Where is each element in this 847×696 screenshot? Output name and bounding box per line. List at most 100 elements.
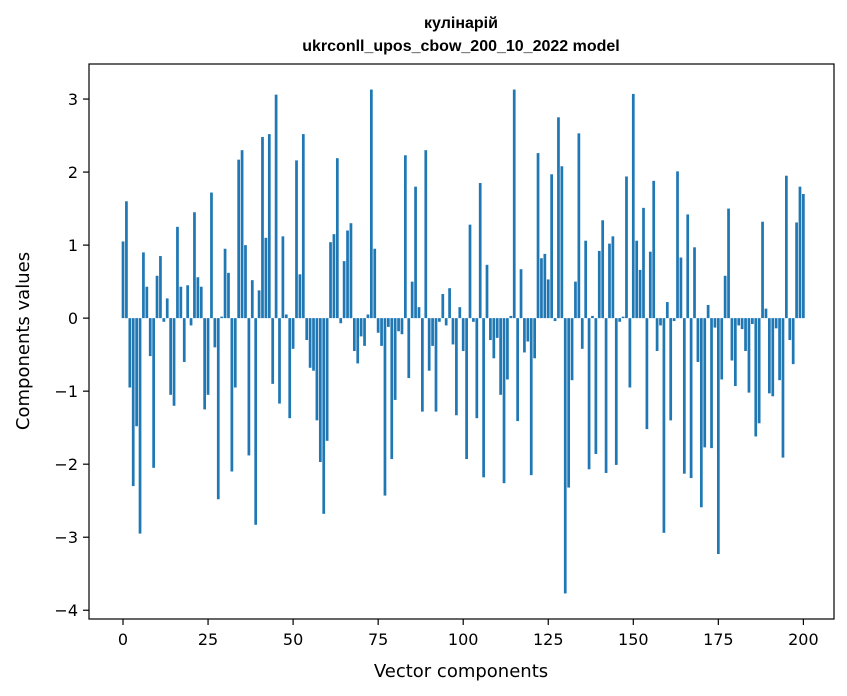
bar <box>247 318 251 456</box>
bar <box>284 314 288 319</box>
bar <box>574 281 577 319</box>
bar <box>203 318 207 410</box>
y-tick-label: 0 <box>68 309 78 328</box>
bar <box>162 318 166 322</box>
bar <box>220 316 224 319</box>
bar <box>635 240 639 319</box>
bar <box>250 280 254 319</box>
bar <box>281 236 285 319</box>
bar <box>669 318 673 421</box>
bar <box>461 318 465 351</box>
bars-group <box>121 89 805 594</box>
y-tick-label: −2 <box>54 455 78 474</box>
x-tick-label: 25 <box>198 630 218 649</box>
bar <box>506 318 509 380</box>
bar <box>155 275 159 319</box>
bar <box>325 318 329 441</box>
bar <box>444 318 448 326</box>
bar <box>349 223 353 319</box>
bar <box>434 318 438 412</box>
bar <box>291 318 295 349</box>
bar <box>482 318 485 478</box>
bar <box>305 318 309 341</box>
bar <box>363 318 366 346</box>
bar <box>227 272 230 319</box>
bar <box>322 318 326 514</box>
bar <box>308 318 312 368</box>
bar <box>802 193 805 319</box>
y-tick-label: −4 <box>54 601 78 620</box>
bar <box>567 318 571 488</box>
bar <box>546 279 550 319</box>
bar <box>791 318 795 365</box>
bar <box>165 298 169 319</box>
bar <box>785 175 788 319</box>
bar <box>261 137 264 319</box>
bar <box>716 318 720 555</box>
x-tick-label: 150 <box>618 630 649 649</box>
bar <box>523 318 526 353</box>
x-axis-ticks: 0 25 50 75 100 125 150 175 200 <box>118 619 819 649</box>
bar <box>318 318 322 462</box>
x-tick-label: 50 <box>283 630 303 649</box>
bar <box>774 318 778 329</box>
bar <box>764 308 768 319</box>
bar <box>421 318 424 412</box>
bar <box>131 318 135 487</box>
bar <box>519 269 523 319</box>
bar <box>642 207 645 319</box>
bar <box>179 286 183 319</box>
bar <box>679 257 683 319</box>
bar <box>128 318 132 388</box>
bar <box>485 264 489 319</box>
bar <box>455 318 458 416</box>
bar <box>366 314 370 319</box>
bar <box>278 318 281 404</box>
bar <box>686 214 690 319</box>
bar <box>543 253 547 319</box>
bar <box>223 248 227 319</box>
bar <box>475 318 479 419</box>
bar <box>570 318 574 381</box>
bar <box>342 261 346 319</box>
bar <box>699 318 703 508</box>
bar <box>628 318 632 388</box>
bar <box>199 286 203 319</box>
bar <box>468 224 472 319</box>
bar <box>768 318 771 394</box>
x-tick-label: 75 <box>368 630 388 649</box>
bar <box>597 250 601 319</box>
bar <box>186 285 190 319</box>
bar <box>332 234 336 319</box>
bar <box>145 286 149 319</box>
bar <box>747 318 751 393</box>
bar <box>210 192 213 319</box>
bar <box>788 318 792 341</box>
bar <box>159 256 162 319</box>
bar <box>614 318 618 465</box>
bar <box>206 318 210 395</box>
bar <box>233 318 237 388</box>
bar <box>529 318 533 476</box>
bar <box>472 318 475 322</box>
bar <box>230 318 234 472</box>
bar <box>601 220 605 319</box>
bar <box>526 318 530 342</box>
bar <box>244 245 247 319</box>
bar <box>591 315 594 319</box>
bar <box>478 183 482 319</box>
bar <box>761 221 764 319</box>
y-axis-label: Components values <box>13 252 34 430</box>
bar <box>540 258 543 319</box>
x-axis-label: Vector components <box>374 661 548 682</box>
bar <box>380 318 383 346</box>
bar <box>410 281 414 319</box>
bar <box>696 318 700 362</box>
bar <box>740 318 744 330</box>
bar <box>407 318 411 379</box>
bar <box>631 93 635 319</box>
bar <box>778 318 781 381</box>
bar <box>795 222 798 319</box>
bar <box>781 318 785 458</box>
bar <box>125 201 128 319</box>
